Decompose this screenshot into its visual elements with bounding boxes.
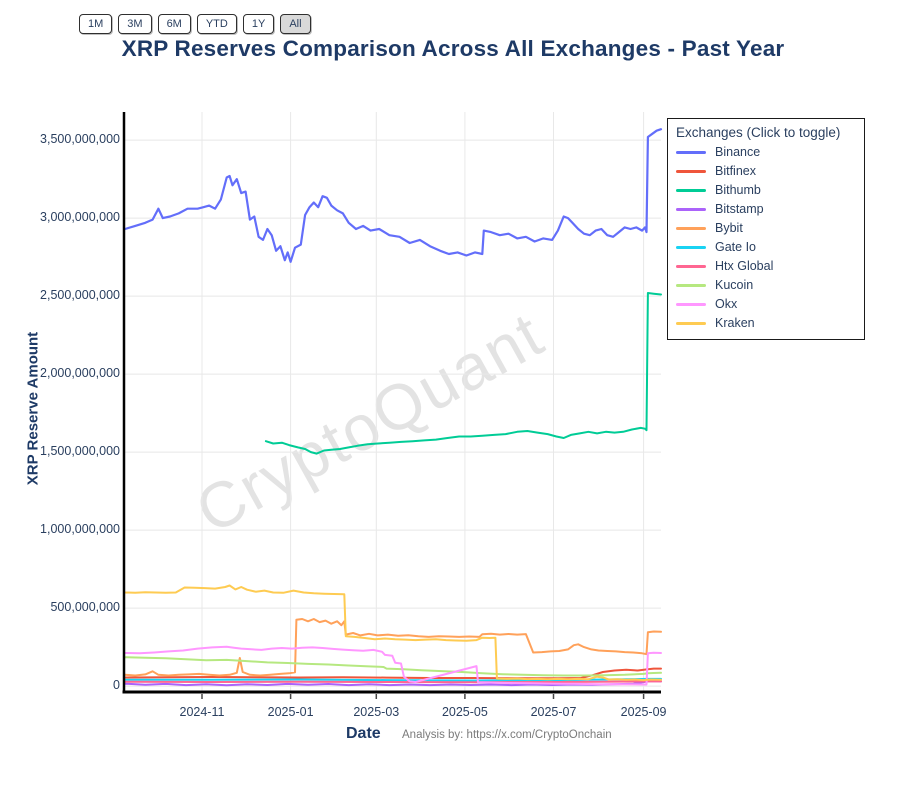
legend-item-bithumb[interactable]: Bithumb [668,181,864,200]
legend-swatch [676,265,706,268]
legend-label: Bitstamp [715,202,764,216]
legend-label: Bybit [715,221,743,235]
legend-swatch [676,303,706,306]
time-range-toolbar: 1M 3M 6M YTD 1Y All [79,14,311,34]
legend-item-htx-global[interactable]: Htx Global [668,257,864,276]
legend-label: Binance [715,145,761,159]
legend-item-kucoin[interactable]: Kucoin [668,276,864,295]
legend-item-bitfinex[interactable]: Bitfinex [668,162,864,181]
legend-item-bitstamp[interactable]: Bitstamp [668,200,864,219]
legend-swatch [676,151,706,154]
legend: Exchanges (Click to toggle) Binance Bitfi… [667,118,865,340]
legend-swatch [676,170,706,173]
x-axis-title: Date [346,725,381,742]
range-button-3m[interactable]: 3M [118,14,152,34]
legend-swatch [676,322,706,325]
series-line-bybit[interactable] [124,618,662,677]
range-button-ytd[interactable]: YTD [196,14,237,34]
legend-label: Bithumb [715,183,761,197]
legend-item-binance[interactable]: Binance [668,143,864,162]
legend-swatch [676,189,706,192]
legend-label: Htx Global [715,259,774,273]
series-line-okx[interactable] [124,645,662,686]
series-line-bitfinex[interactable] [124,667,662,680]
legend-label: Bitfinex [715,164,756,178]
legend-swatch [676,284,706,287]
series-line-bithumb[interactable] [264,292,662,455]
series-line-kucoin[interactable] [124,656,662,677]
legend-item-bybit[interactable]: Bybit [668,219,864,238]
legend-title: Exchanges (Click to toggle) [676,125,841,140]
range-button-1m[interactable]: 1M [79,14,113,34]
legend-swatch [676,246,706,249]
range-button-all[interactable]: All [280,14,311,34]
legend-swatch [676,227,706,230]
legend-label: Kraken [715,316,755,330]
legend-label: Gate Io [715,240,756,254]
legend-label: Okx [715,297,738,311]
legend-swatch [676,208,706,211]
series-line-binance[interactable] [123,128,663,263]
legend-item-kraken[interactable]: Kraken [668,314,864,333]
series-line-htx-global[interactable] [124,680,662,684]
range-button-6m[interactable]: 6M [157,14,191,34]
legend-items: Binance Bitfinex Bithumb Bitstamp Bybit Gate … [668,143,864,333]
y-axis-title: XRP Reserve Amount [24,331,42,486]
legend-item-gate-io[interactable]: Gate Io [668,238,864,257]
legend-item-okx[interactable]: Okx [668,295,864,314]
legend-label: Kucoin [715,278,754,292]
series-line-kraken[interactable] [124,584,662,682]
range-button-1y[interactable]: 1Y [242,14,275,34]
analysis-credit: Analysis by: https://x.com/CryptoOnchain [402,729,612,741]
chart-title: XRP Reserves Comparison Across All Excha… [121,36,785,61]
